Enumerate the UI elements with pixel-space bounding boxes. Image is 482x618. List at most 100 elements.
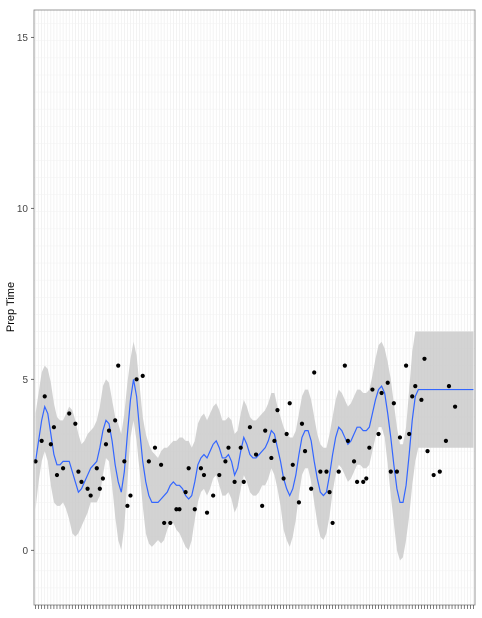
data-point <box>407 431 412 437</box>
data-point <box>152 445 158 450</box>
data-point <box>116 363 121 368</box>
plot-border <box>33 9 476 606</box>
data-point <box>122 459 127 464</box>
y-tick-label: 15 <box>17 33 29 44</box>
data-point <box>204 510 210 515</box>
data-point <box>67 411 72 416</box>
data-point <box>201 472 207 478</box>
grid-lines <box>34 10 475 606</box>
data-point <box>168 520 173 526</box>
data-point <box>158 462 164 467</box>
data-point <box>275 407 280 413</box>
data-point <box>54 472 60 478</box>
data-point <box>318 469 323 474</box>
y-tick-label: 5 <box>22 375 28 386</box>
data-point <box>431 472 436 478</box>
data-point <box>33 459 38 464</box>
data-point <box>177 507 182 512</box>
data-point <box>361 479 366 484</box>
data-point <box>388 469 393 474</box>
data-point <box>217 472 222 478</box>
data-point <box>376 431 381 437</box>
data-point <box>327 490 332 495</box>
data-point <box>100 476 106 481</box>
data-point <box>272 438 277 443</box>
data-point <box>302 449 308 454</box>
data-point <box>284 431 289 437</box>
data-point <box>198 466 204 471</box>
data-point <box>299 421 305 426</box>
confidence-band-area <box>35 331 474 561</box>
data-point <box>125 503 130 508</box>
y-tick-label: 0 <box>22 546 28 557</box>
data-point <box>226 445 231 450</box>
data-point <box>422 356 427 361</box>
data-point <box>247 425 253 430</box>
data-point <box>370 387 375 392</box>
data-point <box>174 507 179 512</box>
data-point <box>42 394 47 399</box>
data-point <box>410 394 415 399</box>
data-point <box>192 507 197 512</box>
data-point <box>443 438 449 443</box>
data-point <box>351 459 357 464</box>
smooth-line <box>34 379 474 504</box>
data-point <box>342 363 347 368</box>
data-point <box>309 486 314 491</box>
data-point <box>238 445 243 450</box>
data-point <box>413 384 418 389</box>
data-point <box>452 404 458 409</box>
confidence-band <box>35 331 474 561</box>
data-point <box>162 520 167 526</box>
data-point <box>79 479 84 484</box>
x-axis <box>35 605 474 609</box>
data-point <box>367 445 372 450</box>
y-tick-label: 10 <box>17 204 29 215</box>
data-point <box>60 466 66 471</box>
data-point <box>146 459 151 464</box>
data-point <box>97 486 102 491</box>
data-point <box>397 435 403 440</box>
data-point <box>211 493 216 498</box>
data-point <box>263 428 268 433</box>
data-point <box>437 469 442 474</box>
data-point <box>296 500 302 505</box>
data-point <box>419 397 424 402</box>
data-point <box>260 503 265 508</box>
data-point <box>76 469 81 474</box>
data-point <box>281 476 286 481</box>
data-point <box>51 425 57 430</box>
data-point <box>48 442 53 447</box>
data-point <box>241 479 246 484</box>
data-point <box>94 466 99 471</box>
data-point <box>425 449 430 454</box>
data-point <box>269 455 274 461</box>
data-point <box>85 486 90 491</box>
data-point <box>403 363 409 368</box>
data-point <box>73 421 78 426</box>
data-point <box>186 466 191 471</box>
data-point <box>336 469 341 474</box>
data-point <box>391 401 396 406</box>
data-point <box>345 438 351 443</box>
data-point <box>103 442 109 447</box>
data-point <box>364 476 369 481</box>
data-point <box>39 438 44 443</box>
y-axis: 0 5 10 15 <box>17 33 34 557</box>
data-point <box>140 373 145 378</box>
data-point <box>290 462 295 467</box>
data-point <box>183 490 188 495</box>
data-point <box>330 520 335 526</box>
data-points <box>33 356 458 526</box>
data-point <box>223 459 228 464</box>
data-point <box>446 384 452 389</box>
data-point <box>128 493 133 498</box>
data-point <box>253 452 259 457</box>
data-point <box>106 428 112 433</box>
data-point <box>394 469 400 474</box>
data-point <box>113 418 118 423</box>
data-point <box>287 401 292 406</box>
data-point <box>312 370 317 375</box>
data-point <box>324 469 329 474</box>
